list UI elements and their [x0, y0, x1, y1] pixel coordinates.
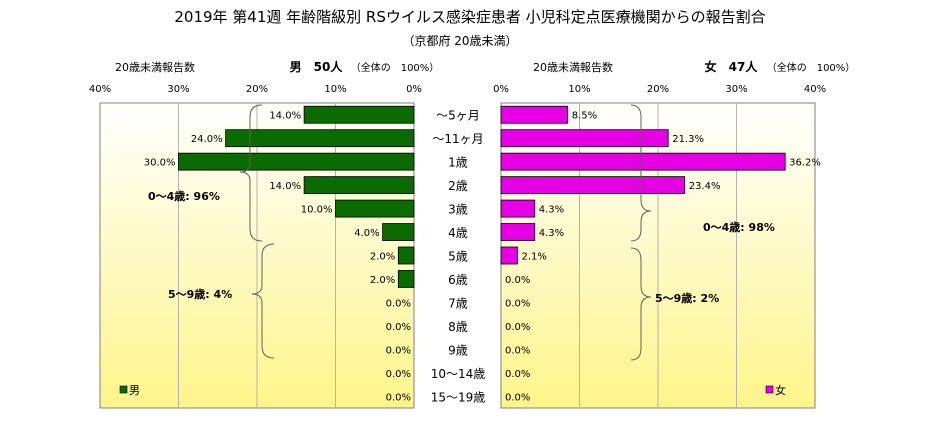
category-label: ～11ヶ月 — [432, 132, 483, 146]
category-label: 2歳 — [448, 179, 468, 193]
female-header: 20歳未満報告数 女 47人 （全体の 100%） — [533, 59, 855, 74]
female-bar — [500, 199, 536, 218]
male-bar — [397, 270, 415, 288]
male-header: 20歳未満報告数 男 50人 （全体の 100%） — [115, 59, 439, 74]
female-data-label: 2.1% — [521, 252, 546, 263]
female-bar — [500, 246, 518, 265]
female-header-share: （全体の 100%） — [767, 61, 856, 74]
male-bar — [382, 223, 415, 241]
male-data-label: 2.0% — [370, 275, 395, 286]
male-bar — [225, 129, 415, 148]
male-bracket-5-9 — [251, 243, 275, 359]
legend-female: 女 — [765, 383, 786, 397]
male-header-share: （全体の 100%） — [351, 61, 440, 74]
male-bar — [335, 199, 415, 218]
female-brackets — [630, 104, 652, 361]
category-label: 6歳 — [448, 273, 468, 287]
annotation-male-5-9: 5～9歳: 4% — [168, 287, 232, 301]
male-tick-label: 20% — [246, 84, 268, 95]
annotation-male-0-4: 0～4歳: 96% — [148, 189, 220, 203]
male-tick-label: 0% — [406, 84, 422, 95]
female-bar — [500, 223, 536, 241]
female-data-label: 8.5% — [572, 111, 597, 122]
legend-male-swatch — [119, 385, 128, 394]
male-tick-label: 40% — [89, 84, 111, 95]
category-label: 8歳 — [448, 320, 468, 334]
category-label: ～5ヶ月 — [436, 109, 480, 123]
female-data-label: 0.0% — [505, 322, 530, 333]
male-tick-label: 30% — [167, 84, 189, 95]
female-tick-label: 20% — [647, 84, 669, 95]
male-data-label: 4.0% — [354, 228, 379, 239]
category-label: 7歳 — [448, 296, 468, 310]
legend-male: 男 — [119, 384, 140, 397]
female-data-label: 0.0% — [505, 392, 530, 403]
chart-subtitle: （京都府 20歳未満） — [402, 33, 517, 48]
male-header-total: 男 50人 — [290, 59, 344, 74]
female-data-label: 36.2% — [789, 158, 821, 169]
female-tick-label: 40% — [804, 84, 826, 95]
male-bars — [178, 105, 415, 288]
female-data-label: 0.0% — [505, 369, 530, 380]
category-label: 1歳 — [448, 156, 468, 170]
category-label: 15～19歳 — [431, 390, 486, 404]
male-data-label: 10.0% — [301, 205, 333, 216]
category-label: 9歳 — [448, 343, 468, 357]
male-bar — [303, 105, 415, 124]
category-label: 3歳 — [448, 203, 468, 217]
male-header-count-label: 20歳未満報告数 — [115, 61, 195, 74]
male-bracket-0-4 — [239, 104, 263, 242]
chart-title: 2019年 第41週 年齢階級別 RSウイルス感染症患者 小児科定点医療機関から… — [174, 8, 765, 26]
male-data-labels: 14.0% 24.0% 30.0% 14.0% 10.0% 4.0% 2.0% 2.0% 0.0… — [144, 111, 411, 404]
male-data-label: 24.0% — [191, 134, 223, 145]
category-labels: ～5ヶ月 ～11ヶ月 1歳 2歳 3歳 4歳 5歳 6歳 7歳 8歳 9歳 10～14歳 15～19歳 — [431, 109, 486, 405]
female-bracket-0-4 — [630, 104, 652, 242]
female-bar — [500, 105, 569, 124]
female-bar — [500, 176, 686, 195]
legend-female-swatch — [765, 385, 774, 394]
female-axis-ticks: 0% 10% 20% 30% 40% — [493, 84, 826, 95]
male-data-label: 30.0% — [144, 158, 176, 169]
female-data-labels: 8.5% 21.3% 36.2% 23.4% 4.3% 4.3% 2.1% 0.0% 0.0% 0… — [505, 111, 821, 404]
female-bar — [500, 152, 786, 171]
female-data-label: 21.3% — [672, 134, 704, 145]
male-data-label: 14.0% — [269, 111, 301, 122]
male-data-label: 2.0% — [370, 252, 395, 263]
legend-male-label: 男 — [129, 384, 140, 397]
category-label: 10～14歳 — [431, 367, 486, 381]
male-bar — [303, 176, 415, 195]
female-data-label: 4.3% — [539, 205, 564, 216]
female-header-count-label: 20歳未満報告数 — [533, 61, 613, 74]
male-data-label: 14.0% — [269, 181, 301, 192]
male-bar — [397, 246, 415, 265]
male-data-label: 0.0% — [386, 392, 411, 403]
female-bracket-5-9 — [630, 247, 652, 361]
male-data-label: 0.0% — [386, 369, 411, 380]
male-tick-label: 10% — [324, 84, 346, 95]
female-data-label: 4.3% — [539, 228, 564, 239]
female-data-label: 23.4% — [689, 181, 721, 192]
female-tick-label: 10% — [568, 84, 590, 95]
female-tick-label: 30% — [725, 84, 747, 95]
male-data-label: 0.0% — [386, 298, 411, 309]
female-header-total: 女 47人 — [705, 59, 759, 74]
male-bar — [178, 152, 415, 171]
annotation-female-0-4: 0～4歳: 98% — [703, 220, 775, 234]
annotation-female-5-9: 5～9歳: 2% — [655, 291, 719, 305]
male-brackets — [239, 104, 275, 359]
female-data-label: 0.0% — [505, 275, 530, 286]
category-label: 4歳 — [448, 226, 468, 240]
female-bar — [500, 129, 669, 148]
female-data-label: 0.0% — [505, 345, 530, 356]
legend-female-label: 女 — [775, 383, 786, 397]
female-bars — [500, 105, 786, 265]
category-label: 5歳 — [448, 250, 468, 264]
male-data-label: 0.0% — [386, 345, 411, 356]
male-data-label: 0.0% — [386, 322, 411, 333]
male-axis-ticks: 40% 30% 20% 10% 0% — [89, 84, 422, 95]
female-tick-label: 0% — [493, 84, 509, 95]
female-data-label: 0.0% — [505, 298, 530, 309]
